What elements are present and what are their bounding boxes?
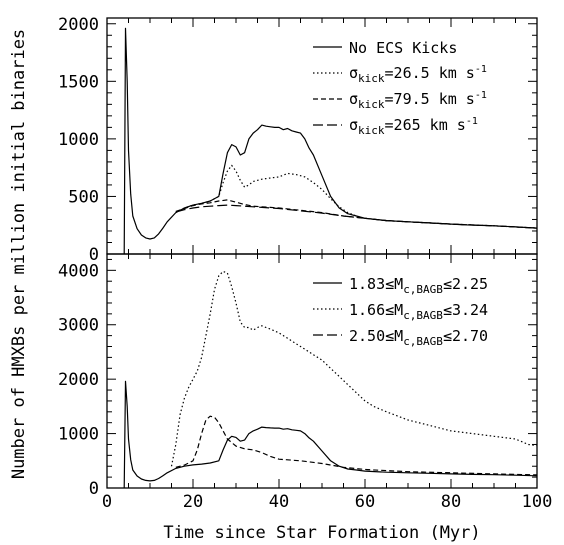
y-tick-label: 1500 xyxy=(58,72,99,92)
y-tick-label: 2000 xyxy=(58,370,99,390)
y-tick-label: 2000 xyxy=(58,15,99,35)
y-tick-label: 1000 xyxy=(58,425,99,445)
legend-label-no-ecs: No ECS Kicks xyxy=(349,39,457,57)
y-tick-label: 500 xyxy=(68,187,99,207)
x-tick-label: 0 xyxy=(102,492,112,512)
series-line-bottom-2 xyxy=(175,415,538,476)
legend-label-mc-166: 1.66≤Mc,BAGB≤3.24 xyxy=(349,301,488,322)
legend-label-sigma-79: σkick=79.5 km s-1 xyxy=(349,90,487,111)
y-tick-label: 1000 xyxy=(58,130,99,150)
legend-label-sigma-26: σkick=26.5 km s-1 xyxy=(349,64,487,85)
bottom-panel-series xyxy=(123,270,538,489)
series-line-top-1 xyxy=(175,164,538,229)
series-line-bottom-0 xyxy=(123,380,538,489)
y-tick-label: 4000 xyxy=(58,261,99,281)
legend-label-mc-183: 1.83≤Mc,BAGB≤2.25 xyxy=(349,275,488,296)
x-tick-label: 20 xyxy=(183,492,203,512)
x-tick-label: 100 xyxy=(522,492,553,512)
series-line-top-3 xyxy=(175,204,538,229)
y-tick-label: 3000 xyxy=(58,316,99,336)
top-panel-series xyxy=(123,27,538,255)
x-tick-label: 80 xyxy=(441,492,461,512)
y-tick-label: 0 xyxy=(89,245,99,265)
x-axis-label: Time since Star Formation (Myr) xyxy=(163,523,480,543)
series-line-top-2 xyxy=(175,199,538,229)
legend-label-sigma-265: σkick=265 km s-1 xyxy=(349,116,478,137)
top-panel-frame xyxy=(106,17,538,255)
series-line-top-0 xyxy=(123,27,538,255)
y-tick-label: 0 xyxy=(89,479,99,499)
series-line-bottom-1 xyxy=(170,270,538,467)
x-tick-label: 40 xyxy=(269,492,289,512)
legend-label-mc-250: 2.50≤Mc,BAGB≤2.70 xyxy=(349,327,488,348)
x-tick-label: 60 xyxy=(355,492,375,512)
top-panel-ticks: 0 500 1000 1500 2000 xyxy=(58,15,538,265)
bottom-legend: 1.83≤Mc,BAGB≤2.25 1.66≤Mc,BAGB≤3.24 2.50… xyxy=(313,275,488,348)
top-legend: No ECS Kicks σkick=26.5 km s-1 σkick=79.… xyxy=(313,39,487,137)
y-axis-label: Number of HMXBs per million initial bina… xyxy=(9,29,29,479)
